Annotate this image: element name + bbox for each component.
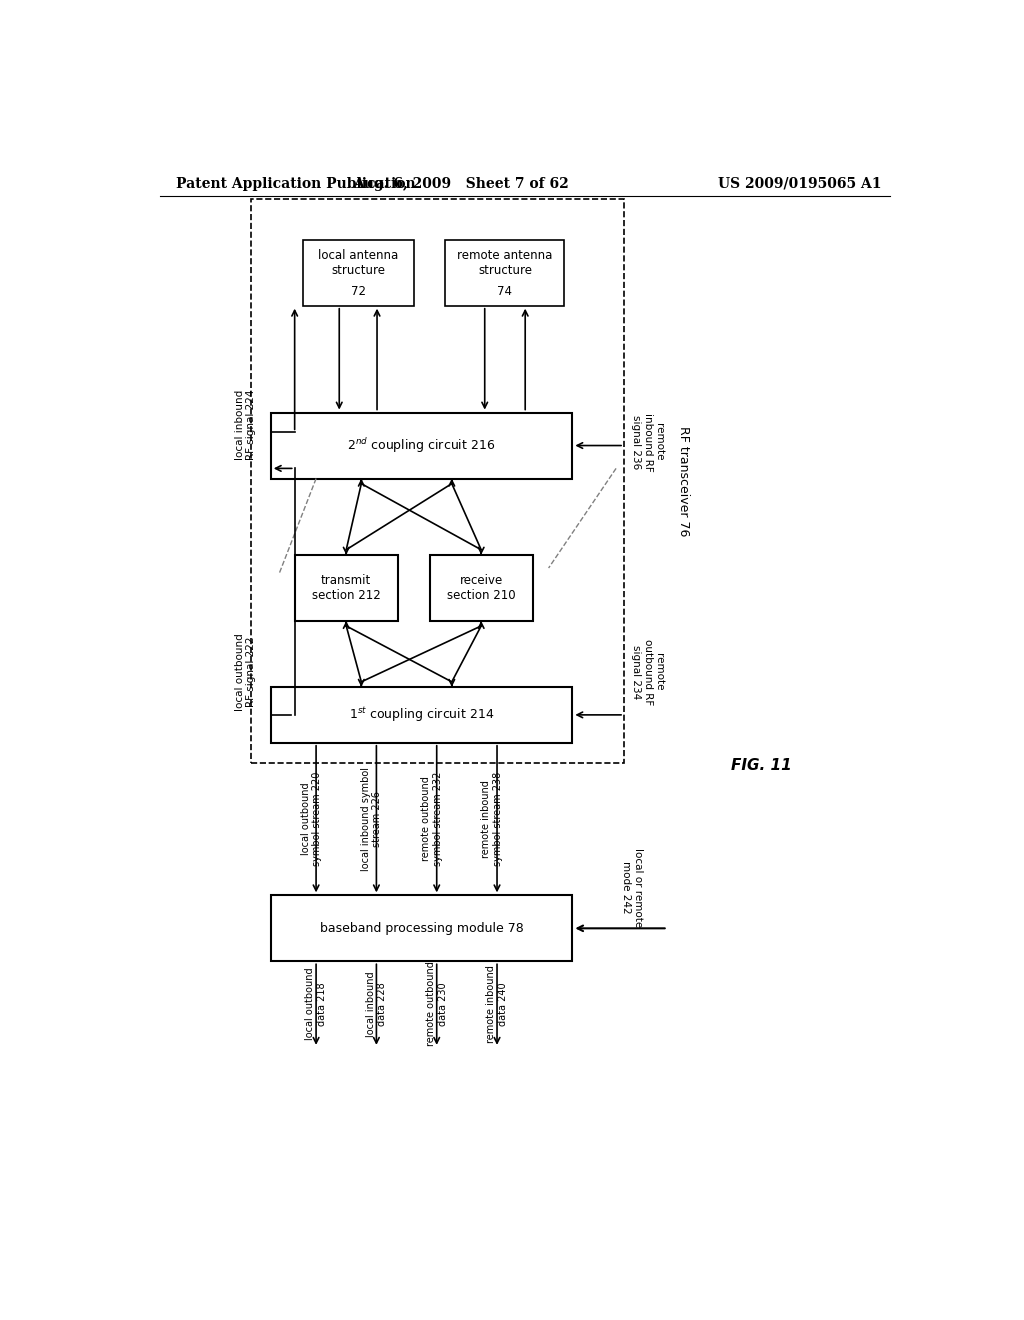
Text: remote
inbound RF
signal 236: remote inbound RF signal 236 [631,413,665,471]
Text: remote outbound
symbol stream 232: remote outbound symbol stream 232 [421,772,442,866]
Bar [251,199,624,763]
Text: 1$^{st}$ coupling circuit 214: 1$^{st}$ coupling circuit 214 [349,706,495,725]
Text: 2$^{nd}$ coupling circuit 216: 2$^{nd}$ coupling circuit 216 [347,436,496,455]
Text: local inbound
data 228: local inbound data 228 [366,972,387,1036]
Text: remote inbound
symbol stream 238: remote inbound symbol stream 238 [481,772,503,866]
Text: local inbound symbol
stream 226: local inbound symbol stream 226 [360,767,382,871]
Text: local outbound
symbol stream 220: local outbound symbol stream 220 [300,772,323,866]
Text: local or remote
mode 242: local or remote mode 242 [622,847,643,927]
Text: Patent Application Publication: Patent Application Publication [176,177,416,191]
Text: local outbound
data 218: local outbound data 218 [305,968,327,1040]
Bar [270,413,572,479]
Bar [303,240,414,306]
Text: transmit
section 212: transmit section 212 [312,574,381,602]
Text: local antenna
structure: local antenna structure [318,248,398,277]
Text: local inbound
RF signal 224: local inbound RF signal 224 [234,389,256,461]
Text: baseband processing module 78: baseband processing module 78 [319,921,523,935]
Text: 72: 72 [350,285,366,297]
Text: 74: 74 [498,285,512,297]
Bar [430,554,532,620]
Bar [270,895,572,961]
Text: receive
section 210: receive section 210 [446,574,515,602]
Text: Aug. 6, 2009   Sheet 7 of 62: Aug. 6, 2009 Sheet 7 of 62 [353,177,569,191]
Text: remote
outbound RF
signal 234: remote outbound RF signal 234 [631,639,665,705]
Bar [270,686,572,743]
Text: US 2009/0195065 A1: US 2009/0195065 A1 [719,177,882,191]
Bar [445,240,564,306]
Text: FIG. 11: FIG. 11 [731,758,792,774]
Text: remote antenna
structure: remote antenna structure [458,248,553,277]
Text: remote outbound
data 230: remote outbound data 230 [426,961,447,1047]
Text: local outbound
RF signal 222: local outbound RF signal 222 [234,632,256,710]
Text: RF transceiver 76: RF transceiver 76 [677,426,690,536]
Text: remote inbound
data 240: remote inbound data 240 [486,965,508,1043]
Bar [295,554,397,620]
